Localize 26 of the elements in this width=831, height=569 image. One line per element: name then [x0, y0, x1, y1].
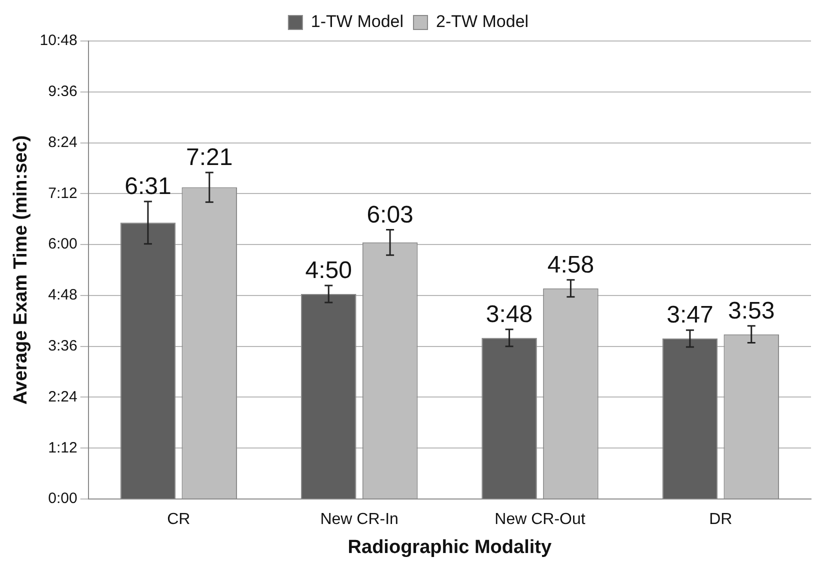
x-tick-label: DR: [709, 511, 732, 528]
data-label: 3:48: [486, 300, 533, 328]
y-tick-label: 8:24: [48, 134, 78, 151]
y-tick-label: 6:00: [48, 236, 78, 253]
x-tick-label: CR: [167, 511, 190, 528]
data-label: 3:53: [728, 297, 775, 324]
y-tick-label: 7:12: [48, 184, 78, 202]
data-label: 6:31: [124, 173, 172, 200]
y-tick-label: 4:48: [48, 286, 78, 304]
legend-label: 2-TW Model: [436, 12, 529, 32]
x-axis-title: Radiographic Modality: [348, 536, 552, 558]
y-axis-title: Average Exam Time (min:sec): [10, 135, 32, 405]
data-label: 7:21: [186, 144, 233, 172]
y-tick-label: 9:36: [48, 83, 78, 100]
y-tick-label: 3:36: [48, 337, 78, 354]
data-label: 6:03: [366, 201, 414, 228]
x-tick-label: New CR-Out: [494, 511, 586, 528]
y-tick-label: 10:48: [40, 32, 78, 50]
y-tick-label: 2:24: [48, 388, 78, 406]
data-label: 3:47: [666, 302, 714, 329]
legend-label: 1-TW Model: [310, 12, 404, 32]
data-label: 4:58: [547, 252, 594, 279]
data-label: 4:50: [305, 257, 352, 284]
x-tick-label: New CR-In: [320, 511, 398, 528]
y-tick-label: 0:00: [48, 490, 78, 508]
y-tick-label: 1:12: [48, 439, 78, 456]
